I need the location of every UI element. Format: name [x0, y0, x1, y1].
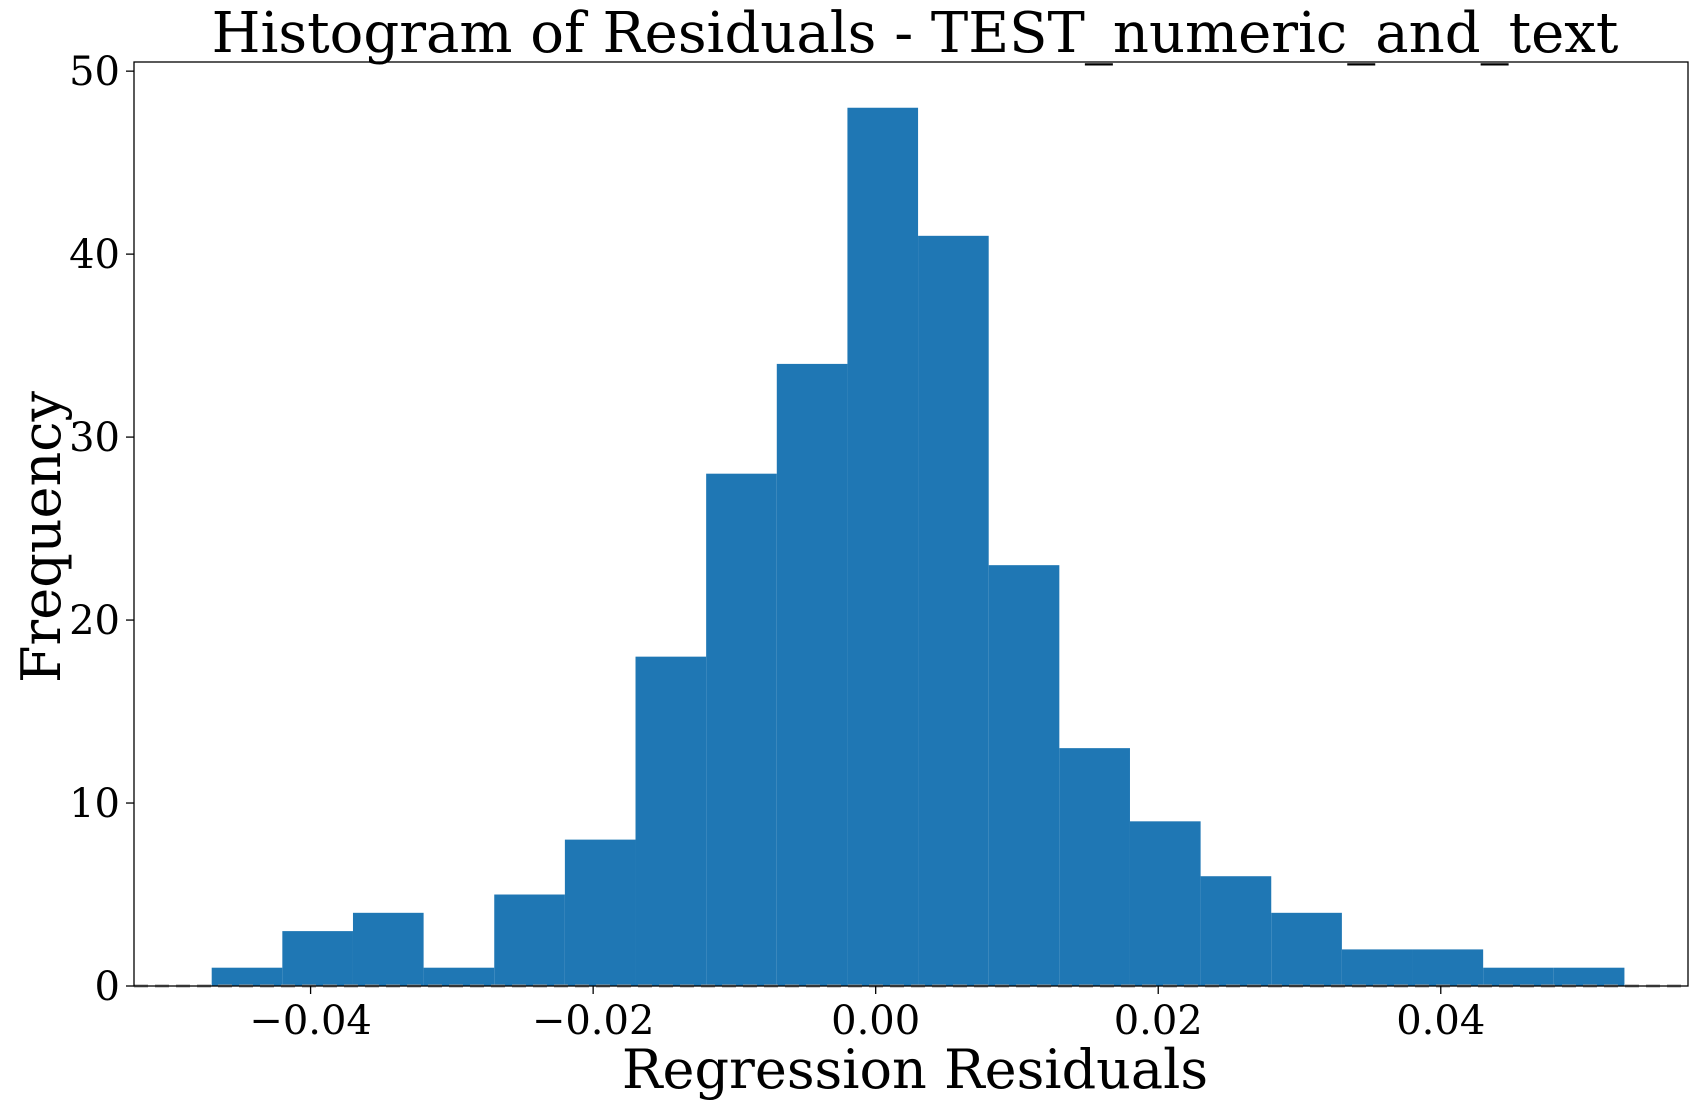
- x-tick-label: 0.02: [1114, 998, 1203, 1044]
- histogram-bar-3: [423, 967, 495, 986]
- y-tick-label: 10: [69, 781, 120, 827]
- y-axis-label: Frequency: [10, 390, 73, 683]
- histogram-bar-9: [847, 107, 919, 987]
- x-axis-label: Regression Residuals: [622, 1038, 1208, 1101]
- plot-area-frame: [133, 61, 1689, 987]
- y-tick-label: 40: [69, 232, 120, 278]
- histogram-bar-18: [1483, 967, 1554, 986]
- histogram-bar-8: [776, 363, 848, 986]
- histogram-bar-7: [706, 473, 777, 986]
- histogram-bar-19: [1553, 967, 1625, 986]
- histogram-bar-16: [1341, 949, 1413, 986]
- histogram-bar-2: [352, 912, 424, 986]
- histogram-bar-1: [282, 931, 353, 986]
- y-axis-ticks: 0 10 20 30 40 50: [69, 49, 134, 1010]
- histogram-bar-4: [494, 894, 565, 986]
- x-axis-ticks: −0.04 −0.02 0.00 0.02 0.04: [249, 986, 1485, 1044]
- x-tick-label: −0.02: [532, 998, 655, 1044]
- histogram-bar-5: [564, 839, 636, 986]
- y-tick-label: 20: [69, 598, 120, 644]
- histogram-bar-10: [918, 235, 989, 986]
- histogram-bar-12: [1059, 748, 1130, 986]
- y-tick-label: 0: [95, 964, 120, 1010]
- histogram-bar-6: [635, 656, 707, 986]
- x-tick-label: 0.00: [831, 998, 920, 1044]
- histogram-bar-0: [211, 967, 283, 986]
- y-tick-label: 30: [69, 415, 120, 461]
- histogram-bar-14: [1200, 876, 1272, 986]
- histogram-bars: [211, 107, 1625, 987]
- x-tick-label: 0.04: [1396, 998, 1485, 1044]
- histogram-bar-11: [988, 565, 1060, 986]
- histogram-bar-13: [1129, 821, 1201, 986]
- chart-title: Histogram of Residuals - TEST_numeric_an…: [212, 1, 1619, 66]
- histogram-bar-17: [1412, 949, 1484, 986]
- y-tick-label: 50: [69, 49, 120, 95]
- x-tick-label: −0.04: [249, 998, 372, 1044]
- histogram-bar-15: [1271, 912, 1342, 986]
